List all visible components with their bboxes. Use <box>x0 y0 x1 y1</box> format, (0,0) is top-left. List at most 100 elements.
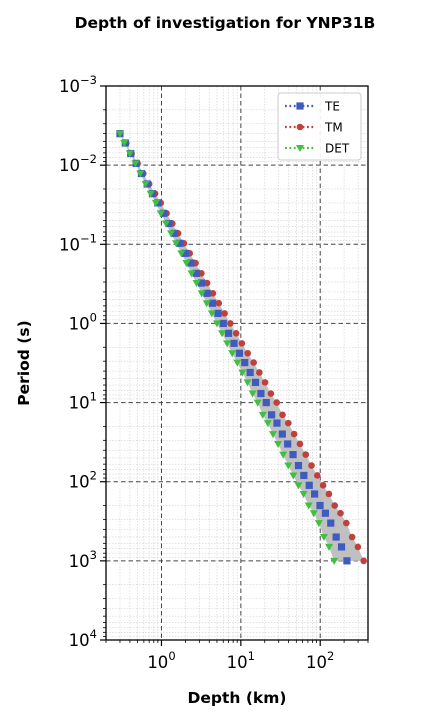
x-tick-label: 100 <box>147 649 175 672</box>
te-point <box>241 358 249 367</box>
series-det <box>115 130 339 565</box>
det-point <box>238 369 247 377</box>
tm-point <box>343 519 350 527</box>
det-point <box>269 431 278 439</box>
det-point <box>120 139 129 147</box>
axis-ticks <box>100 85 369 646</box>
legend-label-det: DET <box>325 142 350 156</box>
tm-point <box>203 279 211 287</box>
det-point <box>131 160 140 168</box>
tm-point <box>308 462 315 469</box>
det-point <box>279 451 288 459</box>
series-layer <box>115 130 368 565</box>
det-point <box>172 240 181 248</box>
det-point <box>197 290 206 298</box>
tm-point <box>221 310 228 317</box>
legend-marker-det <box>296 145 304 152</box>
te-point <box>165 219 173 228</box>
te-point <box>321 509 329 517</box>
det-point <box>284 462 293 470</box>
y-tick-label: 10−2 <box>59 152 97 175</box>
det-point <box>167 230 176 238</box>
tm-point <box>215 299 223 307</box>
legend: TE TM DET <box>277 92 362 161</box>
te-point <box>343 557 351 565</box>
y-tick-label: 102 <box>69 469 97 492</box>
legend-label-tm: TM <box>324 121 343 135</box>
te-point <box>208 299 217 307</box>
te-point <box>192 269 200 277</box>
tm-point <box>273 399 281 406</box>
det-point <box>192 280 201 288</box>
tm-point <box>337 509 344 517</box>
x-tick-labels: 100 101 102 <box>147 649 334 672</box>
det-point <box>136 170 145 178</box>
chart-title: Depth of investigation for YNP31B <box>75 14 376 32</box>
tm-point <box>256 369 263 376</box>
tm-point <box>302 451 310 458</box>
te-point <box>300 471 308 480</box>
te-point <box>187 259 195 267</box>
det-point <box>233 359 242 367</box>
tm-point <box>331 502 339 509</box>
te-point <box>262 398 270 407</box>
det-point <box>253 399 262 407</box>
tm-point <box>279 411 286 419</box>
te-point <box>273 419 281 427</box>
tm-point <box>314 472 321 479</box>
te-point <box>246 368 254 377</box>
det-point <box>248 390 257 398</box>
tm-point <box>267 390 275 397</box>
legend-frame <box>277 92 362 161</box>
major-grid <box>106 86 368 640</box>
det-point <box>263 420 272 428</box>
te-point <box>197 279 206 287</box>
legend-marker-te <box>296 102 304 110</box>
det-point <box>115 130 124 138</box>
x-tick-label: 101 <box>227 649 255 672</box>
y-tick-label: 103 <box>69 548 97 571</box>
te-point <box>284 440 292 448</box>
te-point <box>219 319 227 328</box>
det-point <box>299 490 308 498</box>
tm-point <box>325 490 333 498</box>
te-point <box>278 430 286 438</box>
tm-point <box>261 379 269 386</box>
det-point <box>212 320 221 328</box>
tm-point <box>284 419 292 427</box>
te-point <box>230 339 238 347</box>
tm-point <box>360 557 368 565</box>
te-point <box>332 533 340 541</box>
y-tick-label: 100 <box>69 310 97 333</box>
y-tick-label: 10−1 <box>59 231 97 254</box>
tm-point <box>290 430 298 438</box>
tm-point <box>354 543 362 551</box>
det-point <box>274 440 283 448</box>
det-point <box>177 250 186 258</box>
det-point <box>228 350 237 358</box>
det-point <box>182 260 191 268</box>
te-point <box>294 461 303 470</box>
te-point <box>159 209 168 217</box>
te-point <box>224 329 233 337</box>
tm-point <box>296 440 304 448</box>
det-point <box>258 411 267 419</box>
det-point <box>151 199 160 207</box>
te-point <box>235 349 244 357</box>
det-point <box>207 310 216 318</box>
y-axis-label: Period (s) <box>15 320 33 405</box>
det-point <box>294 482 303 490</box>
te-point <box>311 490 319 498</box>
y-tick-label: 104 <box>69 627 97 650</box>
tm-point <box>244 349 252 357</box>
det-point <box>319 534 328 542</box>
te-point <box>305 481 313 489</box>
det-point <box>289 472 298 480</box>
det-point <box>161 220 170 228</box>
y-tick-labels: 10−3 10−2 10−1 100 101 102 103 104 <box>59 73 97 650</box>
det-point <box>330 557 339 565</box>
det-point <box>314 520 323 528</box>
tm-point <box>209 290 217 297</box>
det-point <box>304 502 313 510</box>
tm-point <box>227 320 234 327</box>
